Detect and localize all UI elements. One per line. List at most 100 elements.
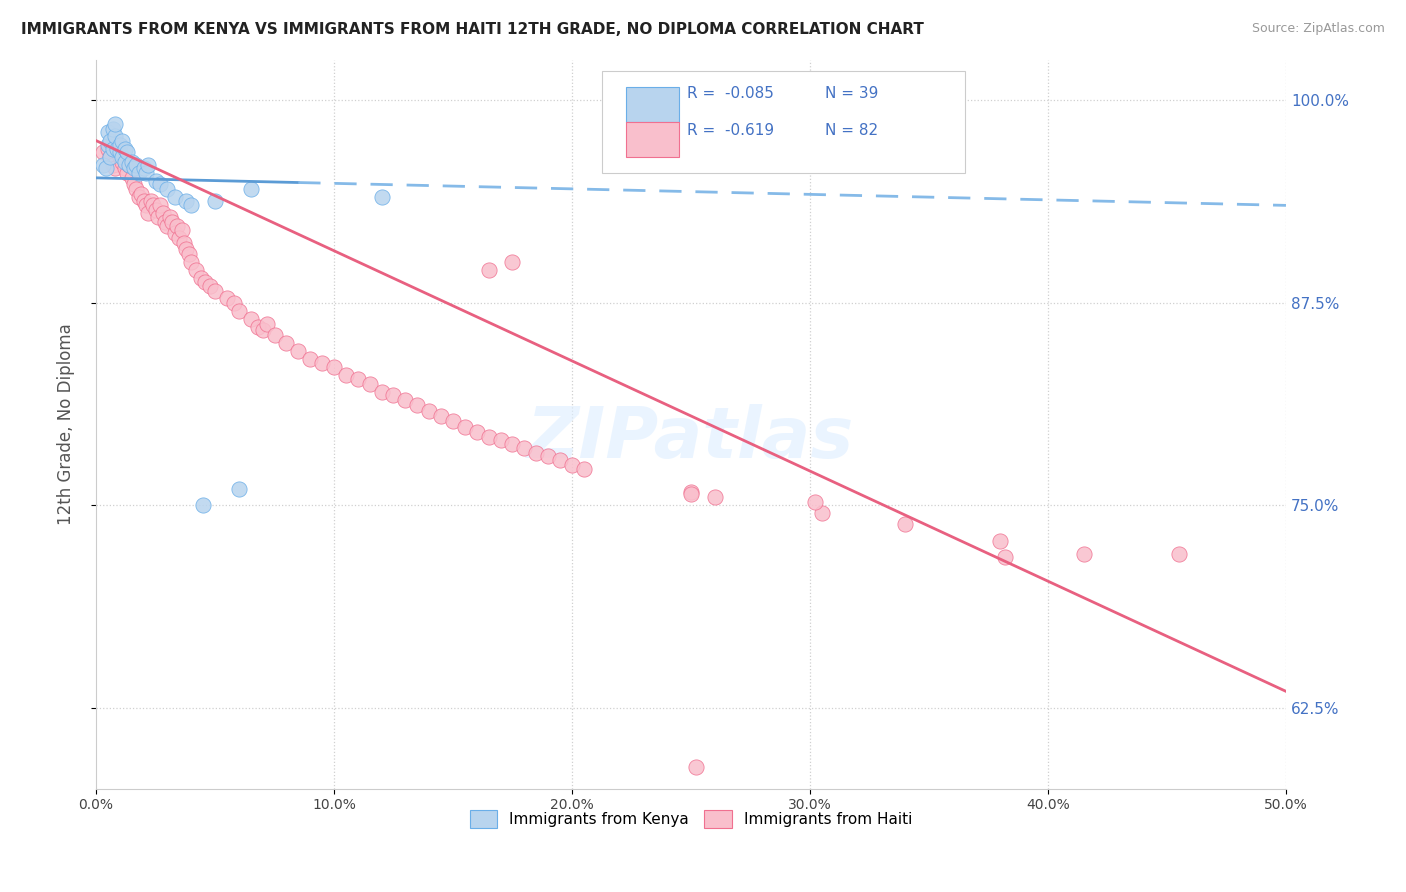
Point — [252, 323, 274, 337]
Legend: Immigrants from Kenya, Immigrants from Haiti: Immigrants from Kenya, Immigrants from H… — [463, 803, 920, 836]
Point — [311, 355, 333, 369]
Point — [104, 128, 127, 143]
Point — [169, 231, 191, 245]
Point — [811, 809, 834, 823]
Point — [97, 126, 120, 140]
Point — [122, 161, 145, 175]
Point — [994, 549, 1017, 564]
Point — [811, 506, 834, 520]
Point — [204, 194, 226, 208]
Point — [101, 122, 124, 136]
Point — [97, 142, 120, 156]
Point — [156, 182, 179, 196]
Text: R =  -0.085: R = -0.085 — [688, 87, 775, 102]
Text: R =  -0.619: R = -0.619 — [688, 123, 775, 137]
Point — [107, 138, 129, 153]
Point — [228, 482, 250, 496]
Point — [215, 291, 238, 305]
Point — [323, 360, 346, 375]
Point — [163, 190, 186, 204]
Point — [256, 317, 278, 331]
Point — [180, 198, 202, 212]
Point — [111, 154, 134, 169]
Point — [98, 150, 121, 164]
Text: N = 39: N = 39 — [825, 87, 879, 102]
Point — [114, 161, 136, 175]
Point — [246, 319, 269, 334]
Text: Source: ZipAtlas.com: Source: ZipAtlas.com — [1251, 22, 1385, 36]
Point — [685, 128, 707, 143]
Point — [156, 219, 179, 234]
Point — [1167, 547, 1189, 561]
Point — [153, 214, 176, 228]
Text: ZIPatlas: ZIPatlas — [527, 404, 855, 473]
Point — [138, 158, 160, 172]
Point — [129, 187, 152, 202]
Point — [184, 263, 207, 277]
Point — [478, 263, 501, 277]
Point — [194, 275, 217, 289]
Point — [359, 376, 381, 391]
Point — [679, 486, 702, 500]
Point — [177, 247, 200, 261]
Text: N = 82: N = 82 — [825, 123, 879, 137]
Point — [145, 174, 167, 188]
Point — [122, 178, 145, 192]
Point — [703, 490, 725, 504]
Point — [91, 145, 114, 159]
Point — [115, 145, 138, 159]
FancyBboxPatch shape — [626, 87, 679, 121]
Point — [276, 336, 298, 351]
Point — [101, 142, 124, 156]
Point — [239, 182, 262, 196]
Point — [239, 311, 262, 326]
Y-axis label: 12th Grade, No Diploma: 12th Grade, No Diploma — [58, 323, 75, 524]
Point — [163, 226, 186, 240]
Point — [418, 404, 440, 418]
Point — [152, 206, 174, 220]
Point — [108, 138, 131, 153]
Point — [502, 255, 524, 269]
FancyBboxPatch shape — [626, 121, 679, 157]
Point — [478, 430, 501, 444]
Point — [990, 533, 1012, 548]
Point — [561, 458, 583, 472]
Point — [299, 352, 322, 367]
Point — [146, 210, 169, 224]
Point — [191, 498, 214, 512]
Point — [894, 517, 917, 532]
Point — [699, 134, 721, 148]
Point — [685, 760, 707, 774]
Point — [145, 203, 167, 218]
Point — [128, 190, 150, 204]
Point — [548, 452, 571, 467]
Point — [149, 198, 172, 212]
Point — [370, 190, 392, 204]
Point — [394, 392, 416, 407]
Point — [114, 142, 136, 156]
Point — [524, 446, 547, 460]
Point — [101, 158, 124, 172]
Point — [454, 420, 477, 434]
Point — [679, 485, 702, 500]
Point — [118, 158, 141, 172]
Point — [111, 134, 134, 148]
Point — [121, 170, 143, 185]
Point — [441, 414, 464, 428]
Point — [159, 210, 181, 224]
Point — [200, 279, 222, 293]
Point — [149, 178, 172, 192]
Point — [91, 158, 114, 172]
Point — [180, 255, 202, 269]
Point — [513, 442, 536, 456]
Point — [139, 194, 162, 208]
Point — [176, 194, 198, 208]
Point — [104, 161, 127, 175]
Point — [114, 154, 136, 169]
Point — [94, 161, 117, 175]
Point — [430, 409, 453, 423]
Point — [104, 117, 127, 131]
Point — [287, 344, 309, 359]
Point — [346, 372, 368, 386]
Point — [107, 142, 129, 156]
